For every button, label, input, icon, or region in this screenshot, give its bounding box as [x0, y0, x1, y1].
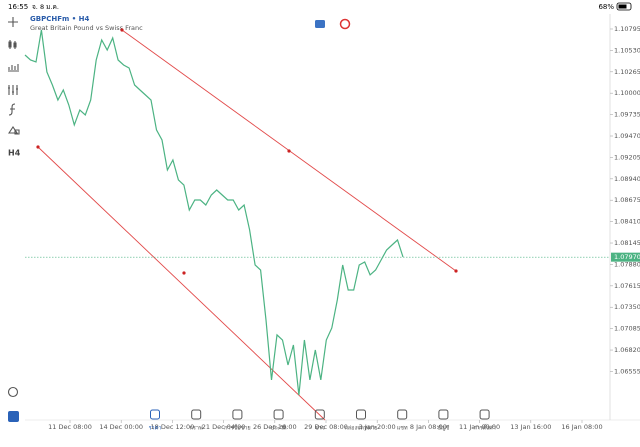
x-tick-label: 8 Jan 08:00	[410, 423, 447, 431]
y-tick-label: 1.08410	[614, 218, 640, 226]
x-tick-label: 29 Dec 08:00	[304, 423, 348, 431]
y-tick-label: 1.07085	[614, 325, 640, 333]
nav-icon[interactable]	[191, 409, 202, 420]
x-tick-label: 21 Dec 04:00	[202, 423, 246, 431]
nav-icon[interactable]	[438, 409, 449, 420]
y-tick-label: 1.07615	[614, 282, 640, 290]
price-line	[24, 29, 404, 396]
function-tool[interactable]	[8, 103, 16, 116]
status-battery: 68%	[598, 3, 614, 11]
objects-tool[interactable]	[7, 126, 20, 135]
nav-label[interactable]: การซื้อขาย	[224, 424, 250, 432]
nav-label[interactable]: ราคา	[149, 426, 162, 432]
x-tick-label: 16 Jan 08:00	[561, 423, 602, 431]
y-tick-label: 1.08675	[614, 196, 640, 204]
search-tool[interactable]	[7, 386, 19, 398]
nav-icon[interactable]	[232, 409, 243, 420]
y-tick-label: 1.10530	[614, 46, 640, 54]
nav-icons	[150, 409, 490, 420]
y-tick-label: 1.08145	[614, 239, 640, 247]
indicators-tool[interactable]	[8, 64, 19, 72]
nav-icon[interactable]	[397, 409, 408, 420]
x-tick-label: 11 Jan 00:00	[459, 423, 500, 431]
y-tick-label: 1.06555	[614, 367, 640, 375]
status-date: จ. 8 ม.ค.	[32, 3, 59, 11]
current-price-label: 1.07970	[614, 253, 640, 261]
y-tick-label: 1.09205	[614, 153, 640, 161]
y-tick-label: 1.09735	[614, 111, 640, 119]
x-tick-label: 18 Dec 12:00	[151, 423, 195, 431]
trend-lines	[36, 28, 458, 421]
nav-icon[interactable]	[150, 409, 160, 420]
y-tick-label: 1.06820	[614, 346, 640, 354]
trend-handle[interactable]	[120, 28, 124, 32]
nav-label[interactable]: ข่าว	[315, 426, 325, 432]
y-tick-label: 1.07350	[614, 303, 640, 311]
symbol-title[interactable]: GBPCHFm • H4	[30, 15, 89, 23]
status-time: 16:55	[8, 3, 28, 11]
y-tick-label: 1.10000	[614, 89, 640, 97]
nav-icon[interactable]	[479, 409, 490, 420]
trend-handle[interactable]	[454, 269, 458, 273]
trend-line[interactable]	[37, 146, 326, 421]
nav-label[interactable]: บัญชี	[437, 425, 449, 432]
y-tick-label: 1.07880	[614, 260, 640, 268]
nav-label[interactable]: กราฟ	[190, 425, 203, 432]
current-price-box	[611, 252, 640, 262]
y-tick-label: 1.08940	[614, 175, 640, 183]
x-tick-label: 26 Dec 16:00	[253, 423, 297, 431]
crosshair-tool[interactable]	[8, 17, 18, 27]
nav-label[interactable]: ประวัติ	[271, 425, 287, 432]
nav-icon[interactable]	[314, 409, 325, 420]
timeframe-button[interactable]: H4	[8, 149, 21, 158]
nav-label[interactable]: แชท	[397, 425, 408, 432]
trend-handle[interactable]	[36, 145, 40, 149]
y-tick-label: 1.10795	[614, 25, 640, 33]
x-tick-label: 14 Dec 00:00	[99, 423, 143, 431]
battery-icon	[616, 2, 632, 11]
app-icon[interactable]	[8, 411, 19, 422]
x-tick-label: 13 Jan 16:00	[510, 423, 551, 431]
x-tick-label: 11 Dec 08:00	[48, 423, 92, 431]
trend-handle[interactable]	[182, 271, 186, 275]
nav-icon[interactable]	[356, 409, 366, 420]
nav-label[interactable]: กล่องจดหมาย	[344, 426, 377, 432]
left-toolbar	[7, 17, 20, 398]
x-tick-label: 3 Jan 20:00	[359, 423, 396, 431]
trend-handle[interactable]	[287, 149, 291, 153]
nav-label[interactable]: การตั้งค่า	[473, 424, 495, 432]
y-tick-label: 1.09470	[614, 132, 640, 140]
y-tick-label: 1.10265	[614, 68, 640, 76]
nav-icon[interactable]	[273, 409, 284, 420]
settings-tool[interactable]	[8, 85, 18, 95]
symbol-subtitle: Great Britain Pound vs Swiss Franc	[30, 24, 143, 32]
trade-icon[interactable]	[315, 20, 325, 28]
one-click-icon[interactable]	[339, 18, 351, 30]
chart-type-tool[interactable]	[8, 40, 17, 49]
battery-level	[618, 4, 627, 9]
